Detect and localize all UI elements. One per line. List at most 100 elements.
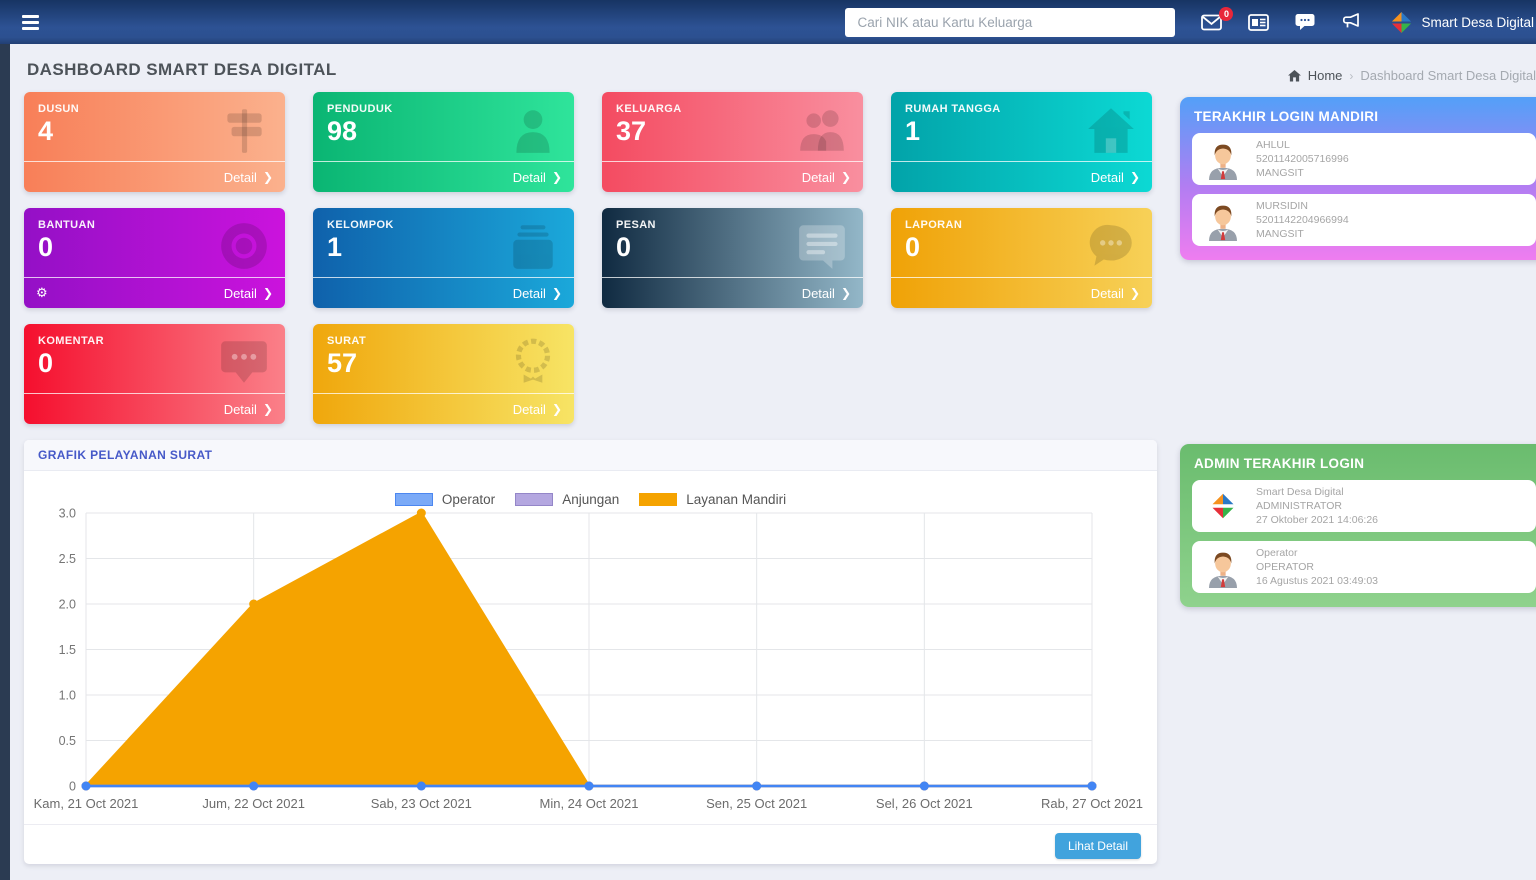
collapsed-sidebar[interactable] xyxy=(0,44,10,880)
brand-name: Smart Desa Digital xyxy=(1421,14,1534,30)
card-label: KELUARGA xyxy=(616,103,682,115)
mail-icon[interactable]: 0 xyxy=(1201,6,1234,31)
card-detail-link[interactable]: Detail ❯ xyxy=(313,393,574,424)
card-value: 37 xyxy=(616,116,647,146)
chevron-right-icon: ❯ xyxy=(551,286,562,300)
svg-text:3.0: 3.0 xyxy=(59,507,76,521)
stat-card-dusun: DUSUN 4 Detail ❯ xyxy=(24,92,285,192)
card-detail-link[interactable]: Detail ❯ xyxy=(24,161,285,192)
detail-label: Detail xyxy=(512,169,546,185)
card-detail-link[interactable]: ⚙ Detail ❯ xyxy=(24,277,285,308)
stat-card-penduduk: PENDUDUK 98 Detail ❯ xyxy=(313,92,574,192)
chevron-right-icon: ❯ xyxy=(840,170,851,184)
chat-icon[interactable] xyxy=(1295,13,1315,31)
card-detail-link[interactable]: Detail ❯ xyxy=(891,161,1152,192)
mail-badge: 0 xyxy=(1219,6,1234,21)
legend-item-anjungan: Anjungan xyxy=(515,492,619,507)
svg-text:1.0: 1.0 xyxy=(59,689,76,703)
login-item: AHLUL 5201142005716996 MANGSIT xyxy=(1192,133,1536,185)
login-village: MANGSIT xyxy=(1256,167,1304,179)
card-value: 0 xyxy=(38,348,54,378)
chevron-right-icon: ❯ xyxy=(551,402,562,416)
login-item: Smart Desa Digital ADMINISTRATOR 27 Okto… xyxy=(1192,480,1536,532)
detail-label: Detail xyxy=(223,169,257,185)
admin-login-time: 27 Oktober 2021 14:06:26 xyxy=(1256,514,1379,526)
svg-text:Sab, 23 Oct 2021: Sab, 23 Oct 2021 xyxy=(371,796,472,811)
legend-item-operator: Operator xyxy=(394,492,495,507)
stat-card-bantuan: BANTUAN 0 ⚙ Detail ❯ xyxy=(24,208,285,308)
panel-title: TERAKHIR LOGIN MANDIRI xyxy=(1194,109,1379,124)
chat-lines-icon xyxy=(795,219,849,277)
login-name: AHLUL xyxy=(1256,139,1290,151)
chevron-right-icon: ❯ xyxy=(262,170,273,184)
avatar xyxy=(1202,546,1244,588)
breadcrumb: Home › Dashboard Smart Desa Digital xyxy=(1287,68,1536,83)
search-input[interactable] xyxy=(845,7,1176,37)
news-icon[interactable] xyxy=(1248,13,1270,31)
people-icon xyxy=(795,103,849,161)
stat-card-rumah-tangga: RUMAH TANGGA 1 Detail ❯ xyxy=(891,92,1152,192)
login-item: Operator OPERATOR 16 Agustus 2021 03:49:… xyxy=(1192,541,1536,593)
legend-label: Layanan Mandiri xyxy=(686,492,787,507)
svg-text:Min, 24 Oct 2021: Min, 24 Oct 2021 xyxy=(540,796,639,811)
detail-label: Detail xyxy=(1090,285,1124,301)
breadcrumb-separator: › xyxy=(1349,68,1354,83)
hamburger-menu-icon[interactable] xyxy=(22,14,39,30)
card-label: DUSUN xyxy=(38,103,80,115)
chevron-right-icon: ❯ xyxy=(1129,286,1140,300)
brand[interactable]: Smart Desa Digital xyxy=(1390,11,1536,34)
admin-role: OPERATOR xyxy=(1256,561,1314,573)
svg-text:Rab, 27 Oct 2021: Rab, 27 Oct 2021 xyxy=(1041,796,1143,811)
login-nik: 5201142005716996 xyxy=(1256,153,1349,165)
card-detail-link[interactable]: Detail ❯ xyxy=(602,161,863,192)
card-value: 0 xyxy=(616,232,632,262)
megaphone-icon[interactable] xyxy=(1341,13,1362,31)
briefcase-icon xyxy=(506,219,560,277)
breadcrumb-home[interactable]: Home xyxy=(1307,68,1343,83)
card-value: 0 xyxy=(38,232,54,262)
chart-panel: GRAFIK PELAYANAN SURAT Operator Anjungan… xyxy=(24,440,1157,864)
svg-text:2.5: 2.5 xyxy=(59,552,76,566)
svg-text:2.0: 2.0 xyxy=(59,598,76,612)
house-icon xyxy=(1084,103,1138,161)
panel-terakhir-login-mandiri: TERAKHIR LOGIN MANDIRI AHLUL 52011420057… xyxy=(1180,97,1536,260)
gear-icon[interactable]: ⚙ xyxy=(36,285,48,300)
comment-dots-icon xyxy=(217,335,271,393)
medal-icon xyxy=(506,335,560,393)
breadcrumb-current: Dashboard Smart Desa Digital xyxy=(1360,68,1536,83)
panel-title: ADMIN TERAKHIR LOGIN xyxy=(1194,456,1365,471)
card-value: 4 xyxy=(38,116,54,146)
lifebuoy-icon xyxy=(217,219,271,277)
chart-panel-header: GRAFIK PELAYANAN SURAT xyxy=(24,440,1157,471)
login-item: MURSIDIN 5201142204966994 MANGSIT xyxy=(1192,194,1536,246)
app-logo-avatar xyxy=(1202,485,1244,527)
svg-text:Sen, 25 Oct 2021: Sen, 25 Oct 2021 xyxy=(706,796,807,811)
card-label: SURAT xyxy=(327,335,367,347)
card-value: 1 xyxy=(905,116,921,146)
card-label: RUMAH TANGGA xyxy=(905,103,1001,115)
top-navbar: 0 Smart Desa Digital xyxy=(0,0,1536,44)
login-village: MANGSIT xyxy=(1256,228,1304,240)
admin-role: ADMINISTRATOR xyxy=(1256,500,1342,512)
card-label: PESAN xyxy=(616,219,656,231)
card-detail-link[interactable]: Detail ❯ xyxy=(24,393,285,424)
chart-legend: Operator Anjungan Layanan Mandiri xyxy=(24,492,1157,507)
admin-name: Smart Desa Digital xyxy=(1256,486,1344,498)
chevron-right-icon: ❯ xyxy=(262,402,273,416)
detail-label: Detail xyxy=(512,285,546,301)
stat-card-grid: DUSUN 4 Detail ❯ PENDUDUK 98 Detail ❯ xyxy=(24,92,1152,424)
card-label: KELOMPOK xyxy=(327,219,394,231)
login-nik: 5201142204966994 xyxy=(1256,214,1349,226)
card-label: KOMENTAR xyxy=(38,335,104,347)
card-label: LAPORAN xyxy=(905,219,963,231)
card-detail-link[interactable]: Detail ❯ xyxy=(313,277,574,308)
card-value: 57 xyxy=(327,348,358,378)
lihat-detail-button[interactable]: Lihat Detail xyxy=(1054,833,1141,859)
card-detail-link[interactable]: Detail ❯ xyxy=(313,161,574,192)
chevron-right-icon: ❯ xyxy=(840,286,851,300)
card-detail-link[interactable]: Detail ❯ xyxy=(891,277,1152,308)
card-detail-link[interactable]: Detail ❯ xyxy=(602,277,863,308)
person-icon xyxy=(506,103,560,161)
stat-card-laporan: LAPORAN 0 Detail ❯ xyxy=(891,208,1152,308)
detail-label: Detail xyxy=(223,401,257,417)
